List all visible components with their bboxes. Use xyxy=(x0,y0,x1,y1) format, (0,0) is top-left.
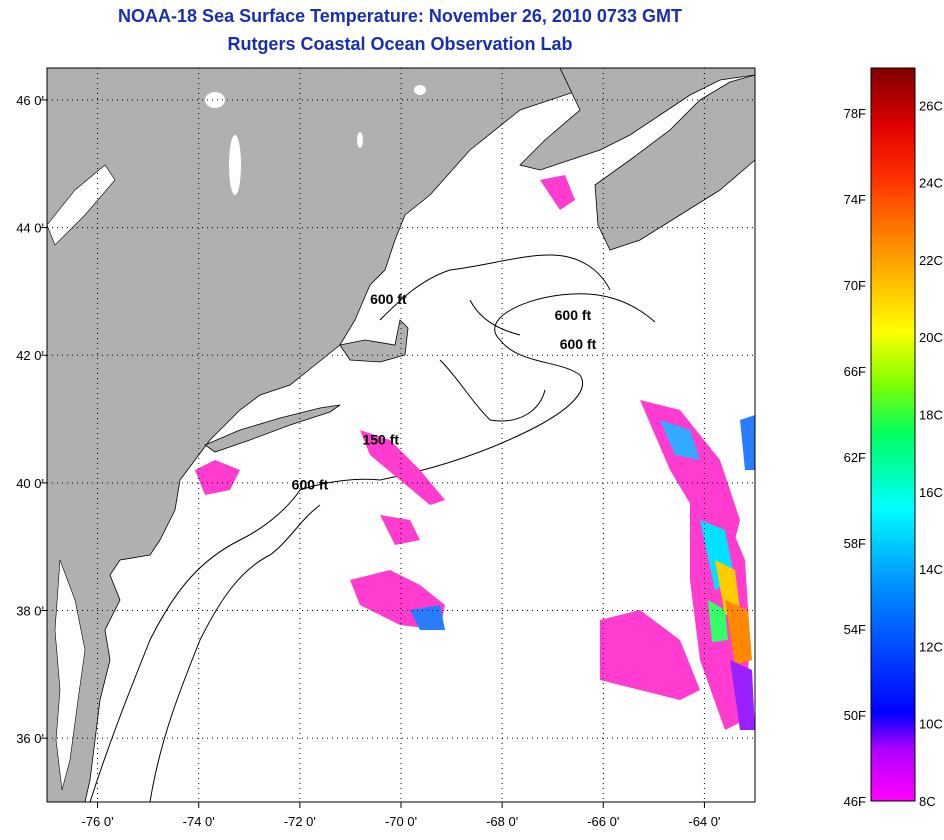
land-mainland xyxy=(47,68,581,802)
contour-label: 150 ft xyxy=(362,432,399,448)
colorbar-f-label: 50F xyxy=(844,708,866,723)
map-title: NOAA-18 Sea Surface Temperature: Novembe… xyxy=(118,6,682,26)
colorbar-c-label: 10C xyxy=(919,717,943,732)
isobath-contours xyxy=(89,254,656,802)
colorbar-labels: 46F 50F 54F 58F 62F 66F 70F 74F 78F 8C 10C 12C 14C 16… xyxy=(844,98,943,809)
contour-label: 600 ft xyxy=(555,307,592,323)
lon-tick-label: -64 0' xyxy=(688,814,720,829)
colorbar-c-label: 20C xyxy=(919,330,943,345)
colorbar-c-label: 24C xyxy=(919,176,943,191)
colorbar-c-label: 12C xyxy=(919,639,943,654)
colorbar-f-label: 58F xyxy=(844,536,866,551)
colorbar-c-label: 18C xyxy=(919,408,943,423)
colorbar-f-label: 46F xyxy=(844,794,866,809)
map-subtitle: Rutgers Coastal Ocean Observation Lab xyxy=(227,34,573,54)
lat-tick-label: 40 0' xyxy=(16,476,44,491)
land-canada xyxy=(519,68,755,171)
colorbar-c-label: 22C xyxy=(919,253,943,268)
lon-tick-label: -76 0' xyxy=(82,814,114,829)
colorbar-c-label: 8C xyxy=(919,794,936,809)
lon-tick-label: -74 0' xyxy=(183,814,215,829)
colorbar-f-label: 70F xyxy=(844,278,866,293)
colorbar-f-label: 78F xyxy=(844,106,866,121)
land-long-island xyxy=(204,404,341,453)
contour-label: 600 ft xyxy=(560,336,597,352)
lon-tick-label: -70 0' xyxy=(385,814,417,829)
colorbar-f-label: 54F xyxy=(844,622,866,637)
lat-tick-label: 46 0' xyxy=(16,93,44,108)
land-nova-scotia xyxy=(594,74,755,251)
colorbar-c-label: 14C xyxy=(919,562,943,577)
contour-labels: 600 ft 600 ft 600 ft 150 ft 600 ft xyxy=(292,291,597,492)
colorbar-f-label: 62F xyxy=(844,450,866,465)
axis-ticks: -76 0' -74 0' -72 0' -70 0' -68 0' -66 0' -64 … xyxy=(16,93,720,829)
grid xyxy=(47,68,755,802)
colorbar-f-label: 74F xyxy=(844,192,866,207)
land-cape-cod xyxy=(339,319,409,363)
lon-tick-label: -66 0' xyxy=(587,814,619,829)
colorbar-c-label: 16C xyxy=(919,485,943,500)
lake-ontario xyxy=(47,164,116,246)
lon-tick-label: -68 0' xyxy=(486,814,518,829)
colorbar xyxy=(870,67,916,802)
chesapeake-bay xyxy=(54,559,86,791)
colorbar-c-label: 26C xyxy=(919,98,943,113)
lat-tick-label: 42 0' xyxy=(16,348,44,363)
lat-tick-label: 44 0' xyxy=(16,221,44,236)
contour-label: 600 ft xyxy=(292,476,329,492)
lat-tick-label: 36 0' xyxy=(16,731,44,746)
colorbar-f-label: 66F xyxy=(844,364,866,379)
lat-tick-label: 38 0' xyxy=(16,604,44,619)
contour-label: 600 ft xyxy=(370,291,407,307)
sst-data xyxy=(195,175,755,730)
lon-tick-label: -72 0' xyxy=(284,814,316,829)
